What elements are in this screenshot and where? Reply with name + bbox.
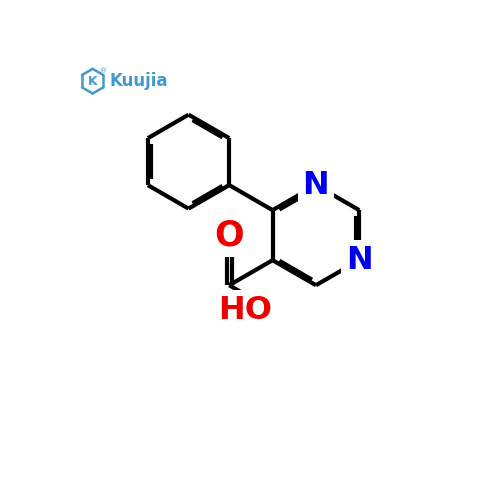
Text: N: N	[302, 170, 330, 200]
Text: HO: HO	[218, 294, 272, 326]
Text: K: K	[88, 74, 98, 88]
Text: ®: ®	[100, 68, 108, 74]
Text: N: N	[346, 244, 372, 276]
Text: Kuujia: Kuujia	[110, 72, 168, 90]
Text: O: O	[214, 218, 244, 252]
